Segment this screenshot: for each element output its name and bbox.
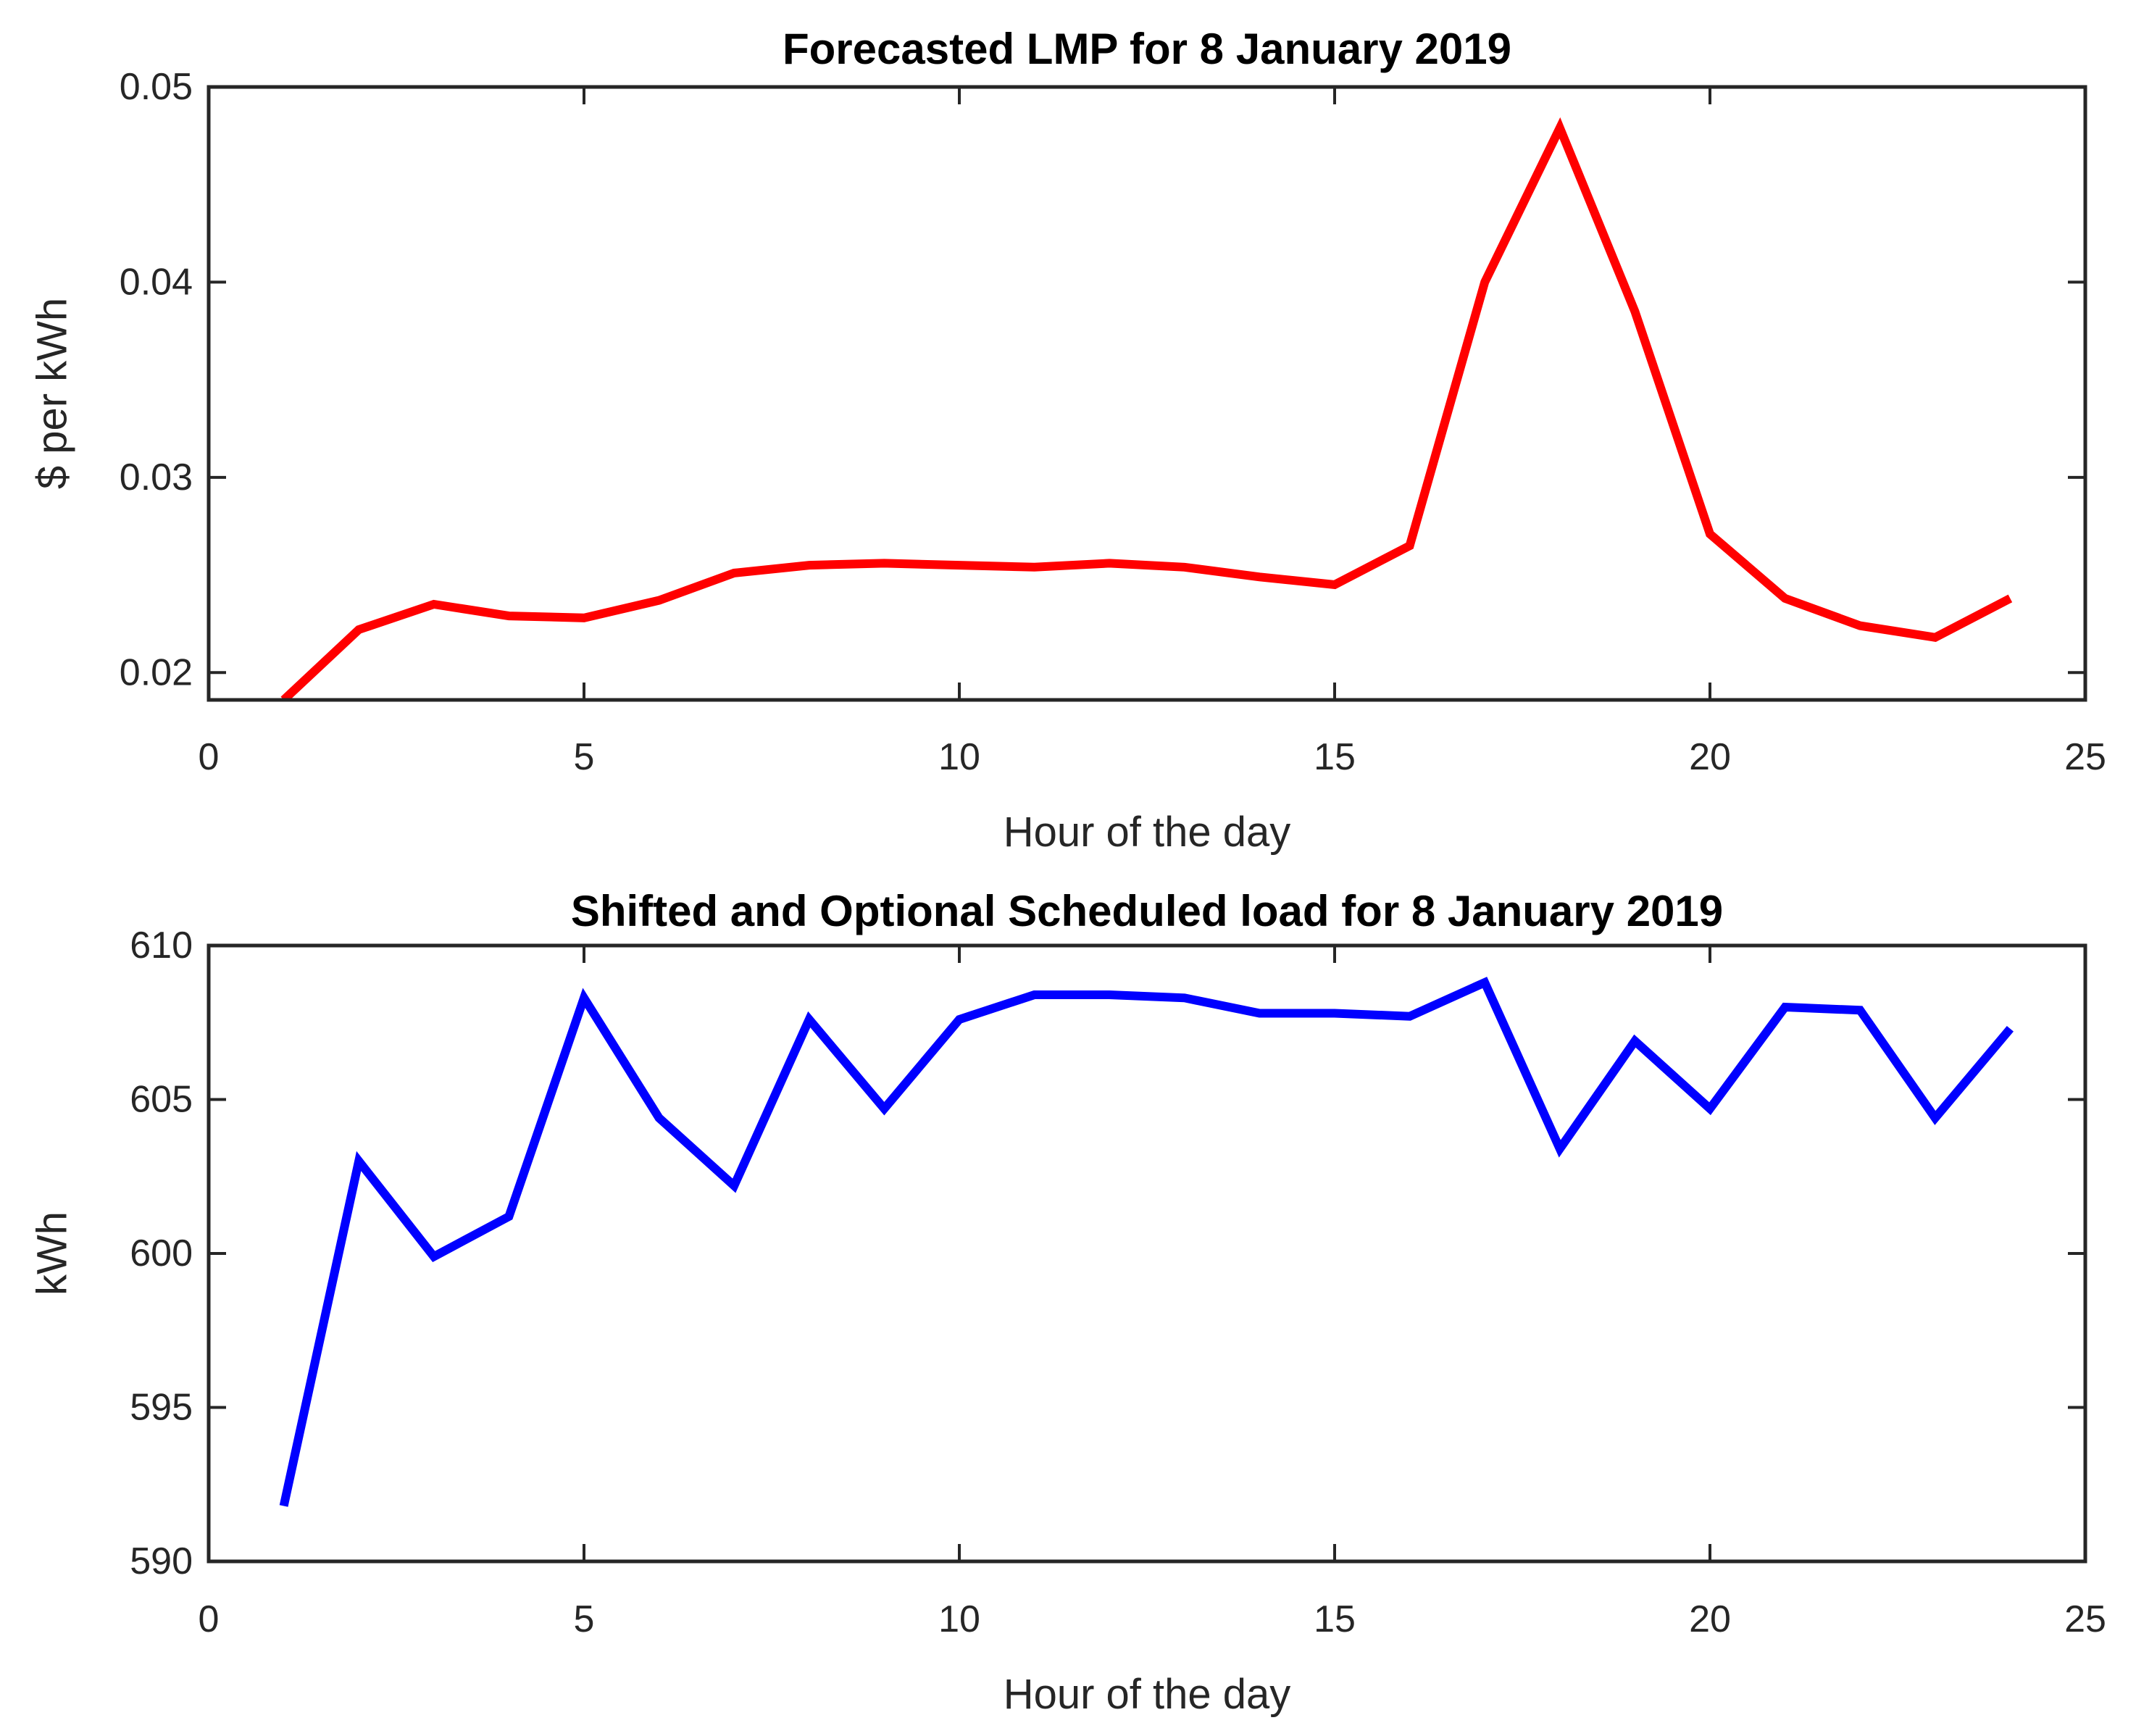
- x-axis-label: Hour of the day: [1004, 1671, 1291, 1718]
- plot-frame: [206, 943, 2087, 1564]
- plot-series: [280, 117, 2013, 700]
- chart-title: Shifted and Optional Scheduled load for …: [571, 887, 1723, 935]
- y-axis-label: kWh: [29, 1211, 76, 1295]
- y-tick-label: 600: [130, 1232, 193, 1274]
- series-line: [280, 117, 2013, 700]
- axis-ticks: 0 5 10 15 20 25 590 595 600 605 610: [130, 925, 2106, 1640]
- x-tick-label: 25: [2064, 736, 2106, 778]
- y-tick-label: 605: [130, 1079, 193, 1121]
- y-tick-label: 0.04: [120, 261, 193, 303]
- chart-title: Forecasted LMP for 8 January 2019: [783, 25, 1511, 73]
- x-tick-label: 5: [574, 736, 595, 778]
- y-tick-label: 0.05: [120, 66, 193, 108]
- x-tick-label: 10: [938, 1598, 980, 1640]
- y-tick-label: 0.02: [120, 651, 193, 693]
- plot-frame: [206, 85, 2087, 702]
- x-tick-label: 25: [2064, 1598, 2106, 1640]
- axis-ticks: 0 5 10 15 20 25 0.02 0.03 0.04 0.05: [120, 66, 2106, 778]
- x-tick-label: 20: [1689, 736, 1731, 778]
- load-chart: Shifted and Optional Scheduled load for …: [29, 887, 2106, 1718]
- x-tick-label: 0: [199, 1598, 220, 1640]
- y-axis-label: $ per kWh: [29, 298, 76, 489]
- y-tick-label: 595: [130, 1387, 193, 1429]
- y-tick-label: 0.03: [120, 456, 193, 498]
- series-line: [279, 977, 2014, 1507]
- x-tick-label: 0: [199, 736, 220, 778]
- x-axis-label: Hour of the day: [1004, 809, 1291, 856]
- x-tick-label: 20: [1689, 1598, 1731, 1640]
- lmp-chart: Forecasted LMP for 8 January 2019 $ per …: [29, 25, 2106, 856]
- x-tick-label: 15: [1314, 736, 1356, 778]
- x-tick-label: 10: [938, 736, 980, 778]
- x-tick-label: 15: [1314, 1598, 1356, 1640]
- y-tick-label: 610: [130, 925, 193, 967]
- plot-series: [279, 977, 2014, 1507]
- x-tick-label: 5: [574, 1598, 595, 1640]
- y-tick-label: 590: [130, 1540, 193, 1582]
